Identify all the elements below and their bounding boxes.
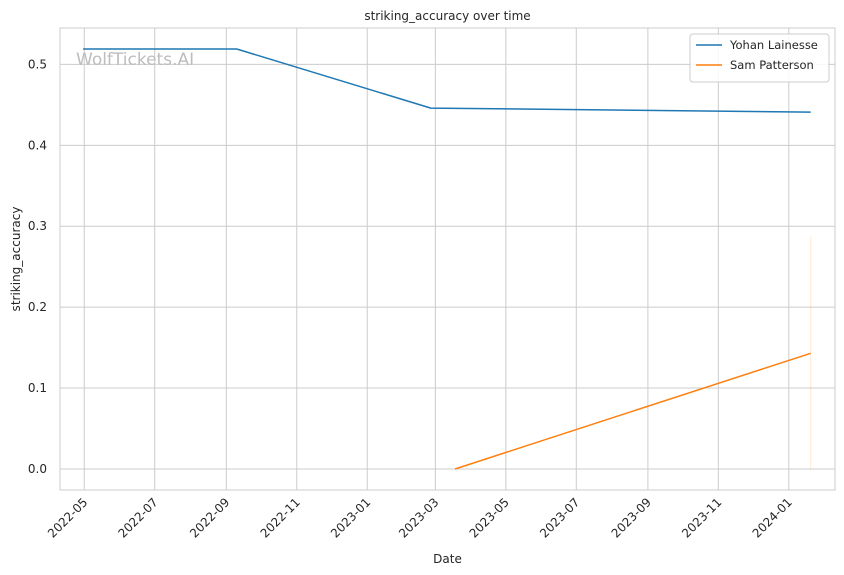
legend-box — [689, 33, 830, 83]
y-axis-label: striking_accuracy — [9, 207, 23, 312]
chart-title: striking_accuracy over time — [364, 9, 530, 23]
x-axis-label: Date — [433, 552, 462, 566]
y-tick-label: 0.5 — [28, 57, 47, 71]
y-axis-ticks: 0.0 0.1 0.2 0.3 0.4 0.5 — [28, 57, 47, 476]
series-lines — [83, 48, 811, 470]
y-tick-label: 0.2 — [28, 300, 47, 314]
y-tick-label: 0.0 — [28, 462, 47, 476]
series-line-yohan-lainesse — [83, 48, 811, 113]
legend-label: Sam Patterson — [730, 58, 814, 72]
legend-label: Yohan Lainesse — [729, 38, 818, 52]
legend: Yohan Lainesse Sam Patterson — [689, 33, 830, 83]
y-tick-label: 0.4 — [28, 138, 47, 152]
watermark-text: WolfTickets.AI — [76, 50, 194, 70]
y-tick-label: 0.1 — [28, 381, 47, 395]
y-tick-label: 0.3 — [28, 219, 47, 233]
plot-area-frame — [59, 27, 836, 491]
series-line-sam-patterson — [454, 352, 811, 470]
